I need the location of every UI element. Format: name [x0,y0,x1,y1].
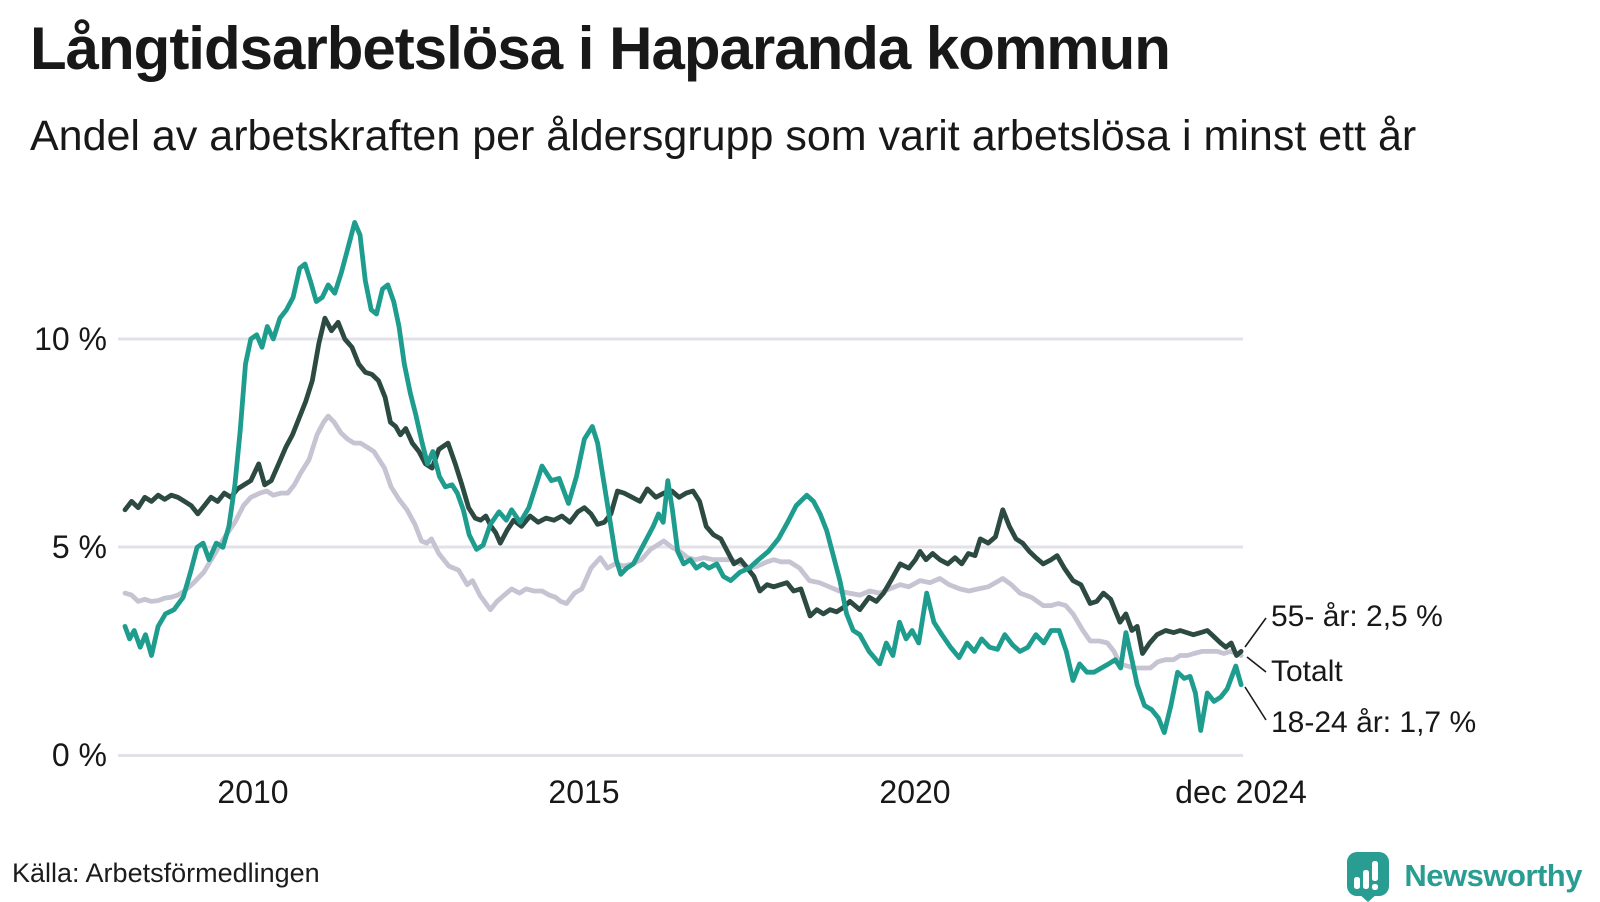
page-title: Långtidsarbetslösa i Haparanda kommun [30,15,1171,82]
series-line-55 [122,315,1244,658]
series-line-totalt [122,413,1244,671]
x-axis-labels: 2010 2015 2020 dec 2024 [217,774,1306,810]
newsworthy-logo-text: Newsworthy [1404,858,1582,893]
end-label-18-24-ar: 18-24 år: 1,7 % [1271,706,1476,739]
end-label-55-ar: 55- år: 2,5 % [1271,600,1443,633]
series-lines [122,219,1244,735]
chart-subtitle: Andel av arbetskraften per åldersgrupp s… [30,112,1417,160]
newsworthy-logo-icon [1347,852,1390,902]
x-tick-2020: 2020 [879,774,950,810]
callout-lines [1244,617,1267,721]
gridlines [118,337,1243,757]
y-tick-5: 5 % [52,529,107,565]
newsworthy-logo: Newsworthy [1345,850,1582,902]
callout-labels: 55- år: 2,5 % Totalt 18-24 år: 1,7 % [1271,600,1476,739]
y-tick-0: 0 % [52,737,107,773]
callout-line-55-ar [1244,617,1267,648]
callout-line-totalt [1246,656,1267,673]
x-tick-2015: 2015 [548,774,619,810]
x-tick-2010: 2010 [217,774,288,810]
source-note: Källa: Arbetsförmedlingen [12,858,320,888]
series-line-18-24 [122,219,1244,735]
x-tick-dec-2024: dec 2024 [1175,774,1307,810]
y-axis-labels: 10 % 5 % 0 % [34,321,107,773]
end-label-totalt: Totalt [1271,655,1343,688]
callout-line-18-24-ar [1244,686,1267,721]
y-tick-10: 10 % [34,321,107,357]
